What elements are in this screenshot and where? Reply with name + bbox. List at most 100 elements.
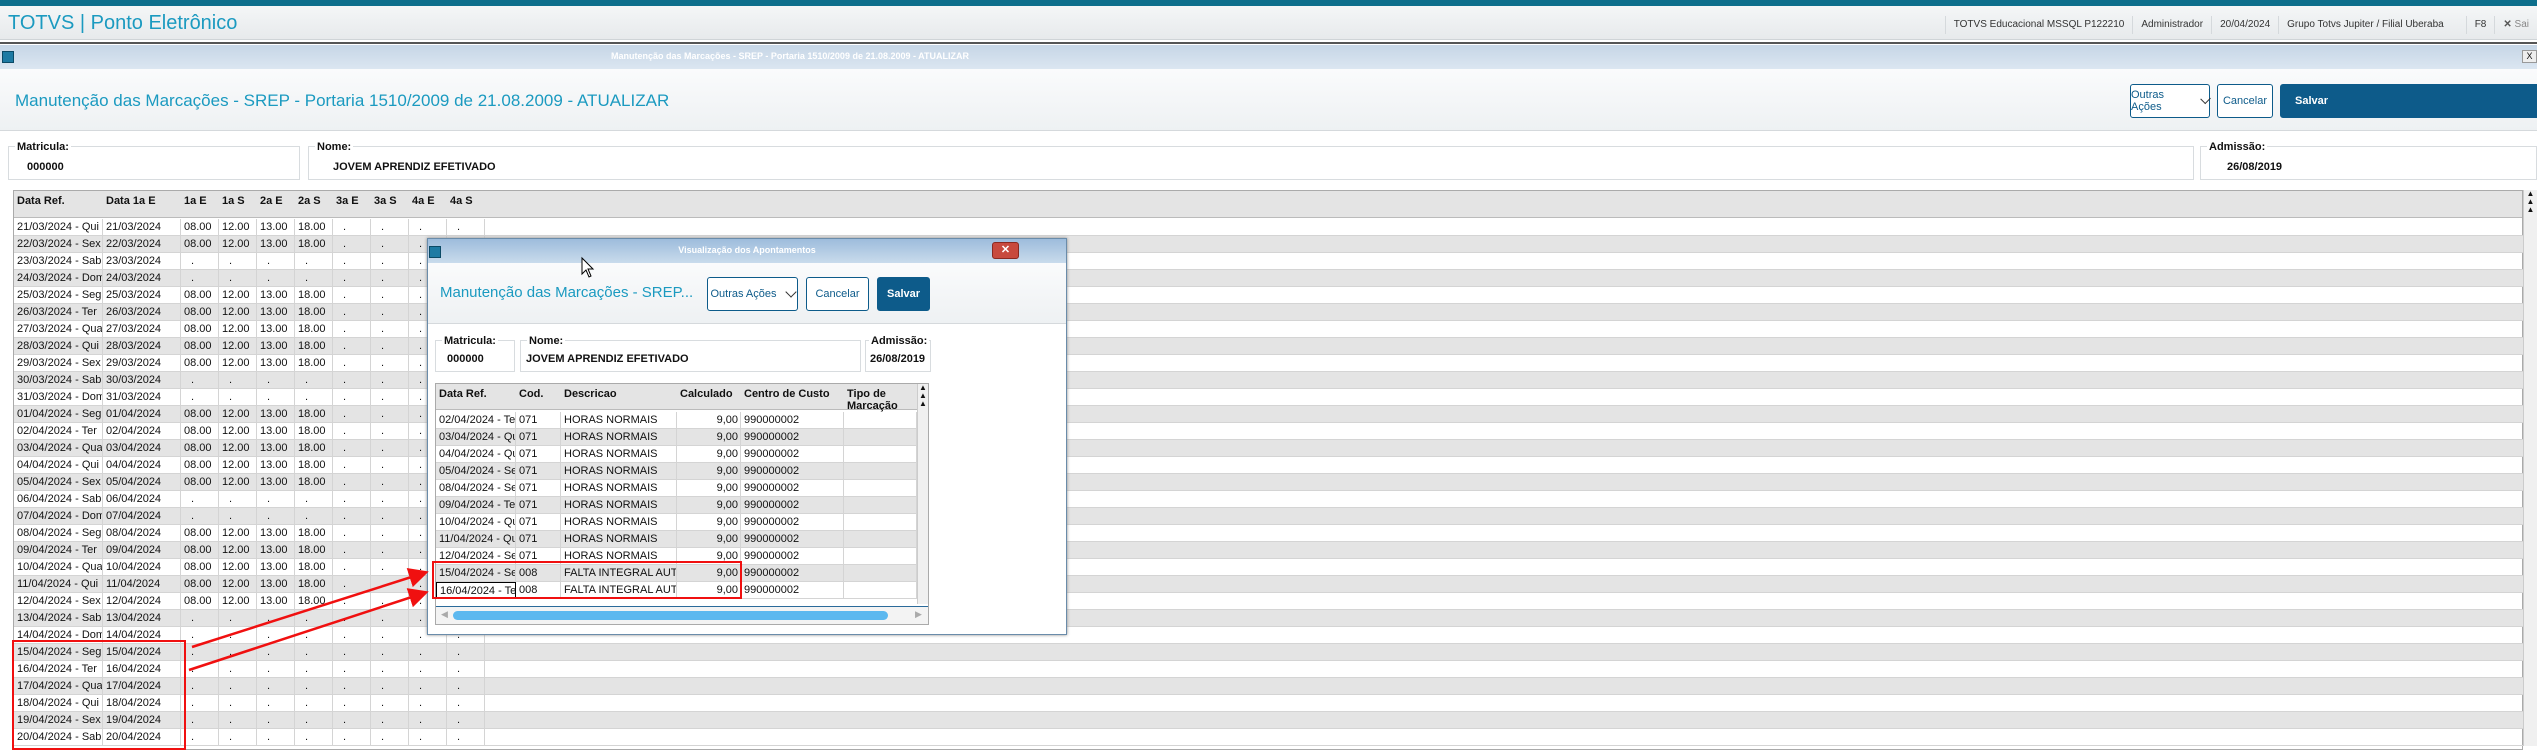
table-row[interactable]: 09/04/2024 - Ter 071 HORAS NORMAIS 9,00 9900… xyxy=(436,497,917,514)
dialog-close-button[interactable]: ✕ xyxy=(992,242,1019,259)
table-row[interactable]: 10/04/2024 - Qua071HORAS NORMAIS9,009900… xyxy=(436,514,917,531)
grid-vertical-scrollbar[interactable]: ▲ ▲ ▲ xyxy=(2523,190,2537,746)
table-cell: 18.00 xyxy=(295,355,333,372)
column-header[interactable]: Data Ref. xyxy=(17,195,65,207)
table-row[interactable]: 21/03/2024 - Qui 21/03/2024 08.00 12.00 13.0… xyxy=(14,219,2524,236)
table-cell: . xyxy=(409,219,447,236)
column-header[interactable]: 3a S xyxy=(374,195,397,207)
table-cell: 18.00 xyxy=(295,576,333,593)
table-cell xyxy=(844,531,917,548)
table-row[interactable]: 18/04/2024 - Qui 18/04/2024........ xyxy=(14,695,2524,712)
table-row[interactable]: 04/04/2024 - Qui 071 HORAS NORMAIS 9,00 9900… xyxy=(436,446,917,463)
table-cell: 22/03/2024 - Sex xyxy=(14,236,103,253)
table-cell: 9,00 xyxy=(677,446,741,463)
table-row[interactable]: 05/04/2024 - Sex 071 HORAS NORMAIS 9,00 9900… xyxy=(436,463,917,480)
column-header[interactable]: Data 1a E xyxy=(106,195,156,207)
column-header[interactable]: Cod. xyxy=(519,388,544,400)
table-cell: 13.00 xyxy=(257,559,295,576)
cancel-button[interactable]: Cancelar xyxy=(2217,84,2273,118)
table-cell: . xyxy=(371,542,409,559)
table-cell: . xyxy=(409,712,447,729)
table-row[interactable]: 10/04/2024 - Qua 10/04/2024 08.00 12.00 13.0… xyxy=(14,559,2524,576)
table-cell: 13.00 xyxy=(257,355,295,372)
table-row[interactable]: 12/04/2024 - Sex 12/04/2024 08.00 12.00 13.0… xyxy=(14,593,2524,610)
column-header[interactable]: 3a E xyxy=(336,195,359,207)
dialog-title: Visualização dos Apontamentos xyxy=(678,245,816,255)
table-cell: 990000002 xyxy=(741,548,844,565)
table-cell: . xyxy=(371,389,409,406)
column-header[interactable]: 4a S xyxy=(450,195,473,207)
table-cell: . xyxy=(333,576,371,593)
table-cell: 02/04/2024 - Ter xyxy=(14,423,103,440)
table-cell: 18.00 xyxy=(295,287,333,304)
table-row[interactable]: 15/04/2024 - Seg 15/04/2024........ xyxy=(14,644,2524,661)
table-cell: 9,00 xyxy=(677,548,741,565)
table-cell: . xyxy=(333,542,371,559)
table-cell: 02/04/2024 xyxy=(103,423,181,440)
table-cell: . xyxy=(371,695,409,712)
table-cell: 18.00 xyxy=(295,321,333,338)
save-button[interactable]: Salvar xyxy=(2280,84,2537,118)
exit-button[interactable]: ✕ Sai xyxy=(2494,16,2537,34)
column-header[interactable]: 2a S xyxy=(298,195,321,207)
table-cell: 08.00 xyxy=(181,338,219,355)
window-close-button[interactable]: X xyxy=(2522,50,2537,63)
table-row[interactable]: 29/03/2024 - Sex 29/03/2024 08.00 12.00 13.0… xyxy=(14,355,2524,372)
column-header[interactable]: 1a E xyxy=(184,195,207,207)
column-header[interactable]: Tipo de Marcação xyxy=(847,388,898,412)
dialog-grid-horizontal-scrollbar[interactable]: ◀ ▶ xyxy=(436,606,928,624)
column-header[interactable]: 1a S xyxy=(222,195,245,207)
table-cell: . xyxy=(371,440,409,457)
other-actions-button[interactable]: Outras Ações xyxy=(2130,84,2211,118)
column-header[interactable]: Data Ref. xyxy=(439,388,487,400)
table-row[interactable]: 08/04/2024 - Seg 08/04/2024 08.00 12.00 13.0… xyxy=(14,525,2524,542)
table-cell: . xyxy=(333,406,371,423)
table-cell xyxy=(844,565,917,582)
appointments-grid[interactable]: Data Ref. Cod. Descricao Calculado Centro de… xyxy=(435,383,929,625)
dialog-grid-vertical-scrollbar[interactable]: ▲ ▲ ▲ xyxy=(917,384,928,604)
table-cell: 071 xyxy=(516,463,561,480)
table-row[interactable]: 25/03/2024 - Seg 25/03/2024 08.00 12.00 13.0… xyxy=(14,287,2524,304)
dialog-other-actions-button[interactable]: Outras Ações xyxy=(707,277,798,311)
table-cell: HORAS NORMAIS xyxy=(561,531,677,548)
table-cell: 990000002 xyxy=(741,497,844,514)
dialog-cancel-button[interactable]: Cancelar xyxy=(806,277,869,311)
table-row[interactable]: 19/04/2024 - Sex 19/04/2024........ xyxy=(14,712,2524,729)
table-cell: 29/03/2024 - Sex xyxy=(14,355,103,372)
table-cell: 13.00 xyxy=(257,338,295,355)
table-row[interactable]: 17/04/2024 - Qua 17/04/2024........ xyxy=(14,678,2524,695)
table-cell: . xyxy=(181,253,219,270)
scrollbar-thumb[interactable] xyxy=(453,611,888,620)
table-row[interactable]: 27/03/2024 - Qua 27/03/2024 08.00 12.00 13.0… xyxy=(14,321,2524,338)
table-cell: 20/04/2024 - Sab xyxy=(14,729,103,746)
table-row[interactable]: 02/04/2024 - Ter 071 HORAS NORMAIS 9,00 9900… xyxy=(436,412,917,429)
table-cell: . xyxy=(371,610,409,627)
table-cell: 04/04/2024 - Qui xyxy=(436,446,516,463)
dialog-save-button[interactable]: Salvar xyxy=(877,277,930,311)
column-header[interactable]: Centro de Custo xyxy=(744,388,830,400)
table-row[interactable]: 12/04/2024 - Sex 071 HORAS NORMAIS 9,00 9900… xyxy=(436,548,917,565)
column-header[interactable]: 4a E xyxy=(412,195,435,207)
table-row[interactable]: 11/04/2024 - Qui 071 HORAS NORMAIS 9,00 9900… xyxy=(436,531,917,548)
table-row[interactable]: 08/04/2024 - Seg 071 HORAS NORMAIS 9,00 9900… xyxy=(436,480,917,497)
table-cell: 08.00 xyxy=(181,525,219,542)
table-cell: 18.00 xyxy=(295,440,333,457)
table-cell: . xyxy=(333,508,371,525)
table-cell: 18.00 xyxy=(295,423,333,440)
table-cell: 09/04/2024 - Ter xyxy=(14,542,103,559)
table-cell: 990000002 xyxy=(741,463,844,480)
table-row[interactable]: 15/04/2024 - Seg 008 FALTA INTEGRAL AUT 9,0… xyxy=(436,565,917,582)
grid-header: Data Ref. Data 1a E 1a E 1a S 2a E 2a S 3a E 3a… xyxy=(14,191,2522,218)
table-cell: 12.00 xyxy=(219,542,257,559)
table-cell: . xyxy=(219,644,257,661)
column-header[interactable]: Descricao xyxy=(564,388,617,400)
column-header[interactable]: 2a E xyxy=(260,195,283,207)
table-cell: . xyxy=(219,610,257,627)
window-title: Manutenção das Marcações - SREP - Portar… xyxy=(611,51,969,61)
table-row[interactable]: 03/04/2024 - Qua071HORAS NORMAIS9,009900… xyxy=(436,429,917,446)
f8-shortcut[interactable]: F8 xyxy=(2465,16,2495,34)
column-header[interactable]: Calculado xyxy=(680,388,733,400)
table-cell: 08.00 xyxy=(181,423,219,440)
